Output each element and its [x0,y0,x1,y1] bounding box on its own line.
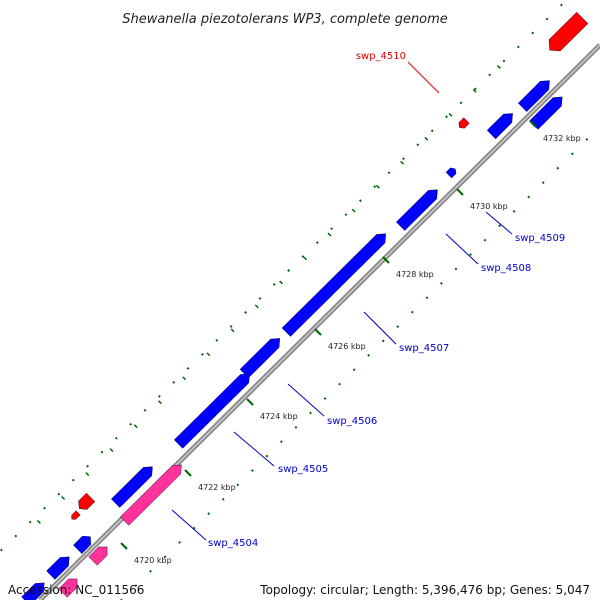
gene-label-leader [445,233,479,265]
gene-label-leader [233,431,275,467]
scale-ticks: 4720 kbp 4722 kbp 4724 kbp 4726 kbp 4728 kbp… [120,120,581,565]
tick-label: 4726 kbp [328,342,366,351]
genes-value: 5,047 [555,583,590,597]
rna-arrow-a [120,464,182,526]
tick-label: 4732 kbp [543,134,581,143]
gene-arrow-swp_4506 [239,338,280,379]
tick-label: 4720 kbp [134,556,172,565]
inner-dotted-ring [119,138,589,600]
scale-tick [529,120,537,128]
gene-arrow-d [73,535,91,554]
tick-label: 4728 kbp [396,270,434,279]
reverse-gene-arrow-c [71,510,81,520]
tick-label: 4730 kbp [470,202,508,211]
gene-label-leader [363,311,397,345]
gene-label-swp_4504: swp_4504 [208,538,258,549]
reverse-gene-arrow-a [548,11,589,52]
gene-labels: swp_4504 swp_4505 swp_4506 swp_4507 swp_4508… [171,51,565,549]
map-title: Shewanella piezotolerans WP3, complete g… [122,12,448,27]
tick-label: 4724 kbp [260,412,298,421]
scale-tick [184,469,192,477]
gene-arrow-b [517,80,550,112]
gene-label-swp_4509: swp_4509 [515,233,565,244]
tick-label: 4722 kbp [198,483,236,492]
gene-label-swp_4507: swp_4507 [399,343,449,354]
gene-label-leader [287,383,325,417]
length-value: 5,396,476 bp [421,583,502,597]
gene-label-swp_4508: swp_4508 [481,263,531,274]
gene-label-swp_4510: swp_4510 [356,51,406,62]
gene-arrow-a [486,113,513,140]
scale-tick [246,398,254,406]
scale-tick [456,188,464,196]
scale-tick [120,542,128,550]
topology-value: circular [320,583,365,597]
gene-arrow-swp_4510 [458,117,470,129]
gene-label-leader [485,211,513,235]
gene-arrow-swp_4504 [111,466,153,508]
scale-tick [382,256,390,264]
genes-label: Genes: [509,583,552,597]
gene-arrow-swp_4507 [281,233,386,337]
outer-dotted-ring [0,3,563,552]
gene-label-leader [171,509,207,541]
topology-label: Topology: [260,583,317,597]
genome-stats: Topology: circular; Length: 5,396,476 bp… [260,583,590,597]
gene-arrow-swp_4508 [396,189,438,231]
gene-arrow-c [529,96,563,130]
gene-arrow-e [46,556,70,580]
gene-label-swp_4506: swp_4506 [327,416,377,427]
rna-arrow-c [58,578,78,598]
gene-label-leader [407,61,440,94]
gene-arrow-swp_4505 [173,373,250,449]
gene-arrow-swp_4509 [445,167,457,179]
length-label: Length: [372,583,419,597]
rna-arrow-b [88,546,108,566]
reverse-gene-arrow-b [78,492,96,510]
gene-label-swp_4505: swp_4505 [278,464,328,475]
accession-value: NC_011566 [75,583,145,597]
accession-label: Accession: [8,583,72,597]
gene-features [21,11,589,600]
accession-text: Accession: NC_011566 [8,583,144,597]
scale-tick [314,328,322,336]
